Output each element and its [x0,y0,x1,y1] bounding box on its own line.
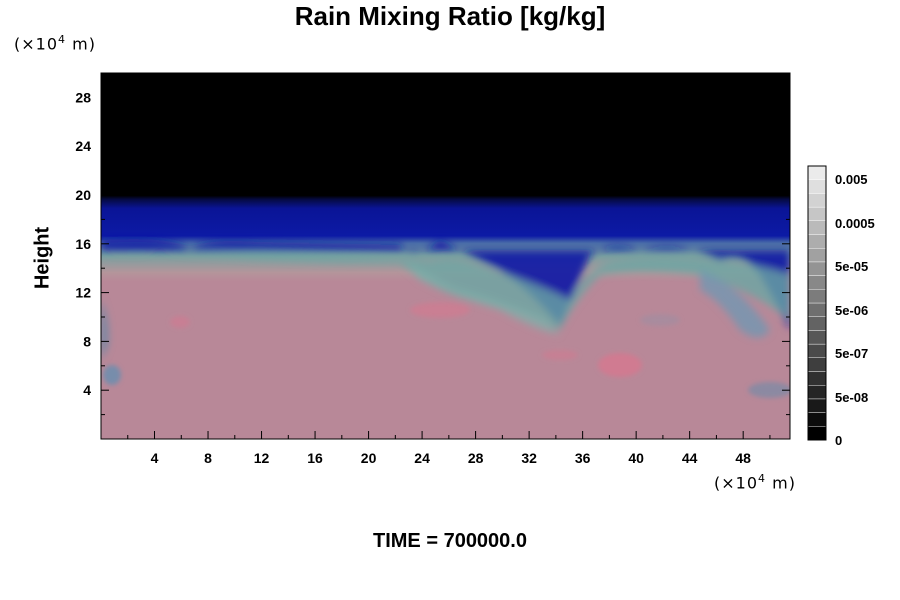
colorbar-label: 5e-07 [835,346,868,361]
colorbar-label: 0.005 [835,172,868,187]
colorbar-segment [807,193,827,208]
colorbar-label: 5e-08 [835,390,868,405]
x-tick-label: 4 [151,450,159,466]
chart-title: Rain Mixing Ratio [kg/kg] [294,1,606,31]
colorbar-segment [807,165,827,180]
colorbar-segment [807,206,827,222]
x-tick-label: 20 [361,450,377,466]
heatmap-background [101,73,790,439]
colorbar-segment [807,385,827,400]
colorbar-segment [807,289,827,304]
y-tick-label: 4 [83,382,91,398]
colorbar-label: 5e-06 [835,303,868,318]
colorbar-segment [807,398,827,413]
x-tick-label: 36 [575,450,591,466]
x-tick-label: 32 [521,450,537,466]
x-axis: 4 8 12 16 20 24 28 32 36 40 44 48 [127,73,771,466]
colorbar-segment [807,179,827,194]
colorbar-segment [807,302,827,317]
colorbar-segment [807,261,827,276]
x-tick-label: 48 [735,450,751,466]
x-tick-label: 28 [468,450,484,466]
x-tick-label: 40 [628,450,644,466]
x-unit-label: (×104 m) [714,472,796,493]
x-tick-label: 24 [414,450,430,466]
colorbar-segment [807,426,827,441]
colorbar-segment [807,371,827,386]
colorbar-segment [807,220,827,235]
colorbar-label: 0.0005 [835,216,875,231]
turbulent-band [101,239,790,360]
y-tick-label: 12 [75,285,91,301]
x-tick-label: 44 [682,450,698,466]
colorbar-segment [807,234,827,249]
y-unit-label: (×104 m) [14,33,96,54]
y-axis: 4 8 12 16 20 24 28 [75,89,790,416]
rain-patches [103,302,790,398]
y-tick-label: 24 [75,138,91,154]
colorbar-label: 5e-05 [835,259,868,274]
colorbar-frame [807,165,827,441]
plot-frame [100,72,791,440]
colorbar-label: 0 [835,433,842,448]
colorbar-segment [807,357,827,372]
colorbar-segment [807,247,827,263]
x-tick-label: 16 [307,450,323,466]
y-tick-label: 20 [75,187,91,203]
heatmap-field [101,73,790,439]
x-tick-label: 8 [204,450,212,466]
y-tick-label: 8 [83,333,91,349]
colorbar-segment [807,330,827,345]
colorbar-segment [807,343,827,359]
colorbar-segment [807,412,827,427]
colorbar-segment [807,316,827,331]
colorbar-segment [807,275,827,290]
y-tick-label: 28 [75,89,91,105]
time-label: TIME = 700000.0 [373,530,527,552]
y-tick-label: 16 [75,236,91,252]
colorbar: 0.005 0.0005 5e-05 5e-06 5e-07 5e-08 0 [807,165,875,448]
x-tick-label: 12 [254,450,270,466]
